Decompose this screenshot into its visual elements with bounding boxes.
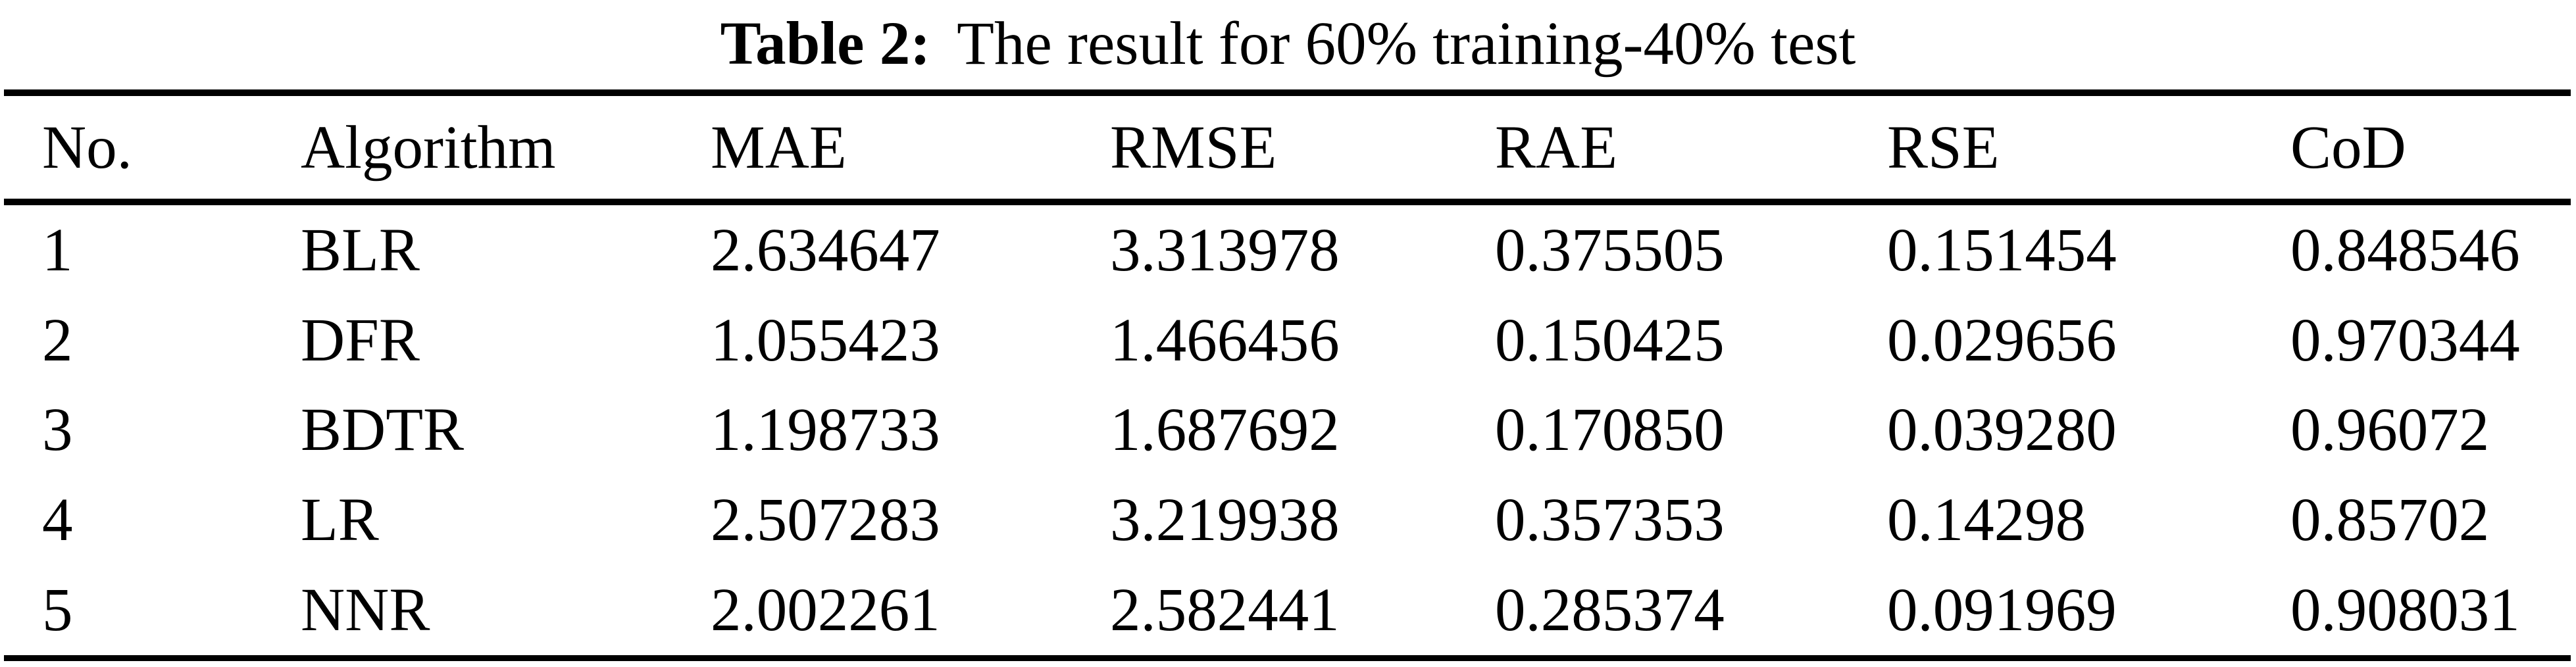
column-header-cod: CoD (2290, 113, 2406, 182)
cell-cod: 0.96072 (2290, 396, 2490, 464)
cell-no: 2 (42, 306, 73, 374)
cell-no: 4 (42, 486, 73, 555)
cell-rse: 0.14298 (1887, 486, 2086, 555)
cell-mae: 2.634647 (711, 216, 940, 284)
table-header-rule (4, 199, 2571, 205)
cell-rse: 0.091969 (1887, 576, 2117, 645)
cell-algorithm: DFR (301, 306, 420, 374)
cell-rae: 0.375505 (1495, 216, 1725, 284)
cell-cod: 0.85702 (2290, 486, 2490, 555)
column-header-mae: MAE (711, 113, 847, 182)
column-header-rmse: RMSE (1110, 113, 1277, 182)
cell-rae: 0.285374 (1495, 576, 1725, 645)
cell-rae: 0.357353 (1495, 486, 1725, 555)
cell-no: 3 (42, 396, 73, 464)
cell-no: 1 (42, 216, 73, 284)
cell-rse: 0.039280 (1887, 396, 2117, 464)
cell-rae: 0.150425 (1495, 306, 1725, 374)
column-header-rse: RSE (1887, 113, 2000, 182)
table-caption: Table 2: The result for 60% training-40%… (0, 0, 2576, 87)
cell-rmse: 3.219938 (1110, 486, 1340, 555)
cell-mae: 1.198733 (711, 396, 940, 464)
table-row: 5 NNR 2.002261 2.582441 0.285374 0.09196… (0, 565, 2576, 655)
table-bottom-rule (4, 655, 2571, 661)
cell-mae: 2.002261 (711, 576, 940, 645)
cell-cod: 0.848546 (2290, 216, 2520, 284)
table-row: 1 BLR 2.634647 3.313978 0.375505 0.15145… (0, 205, 2576, 295)
cell-algorithm: BLR (301, 216, 420, 284)
cell-no: 5 (42, 576, 73, 645)
cell-rae: 0.170850 (1495, 396, 1725, 464)
column-header-algorithm: Algorithm (301, 113, 556, 182)
cell-rmse: 2.582441 (1110, 576, 1340, 645)
table-caption-text: The result for 60% training-40% test (957, 9, 1856, 78)
cell-cod: 0.970344 (2290, 306, 2520, 374)
column-header-rae: RAE (1495, 113, 1617, 182)
table-row: 3 BDTR 1.198733 1.687692 0.170850 0.0392… (0, 385, 2576, 476)
cell-mae: 1.055423 (711, 306, 940, 374)
cell-rse: 0.029656 (1887, 306, 2117, 374)
table-body: 1 BLR 2.634647 3.313978 0.375505 0.15145… (0, 205, 2576, 655)
cell-rse: 0.151454 (1887, 216, 2117, 284)
table-caption-label: Table 2: (720, 9, 931, 78)
table-top-rule (4, 89, 2571, 96)
table-row: 2 DFR 1.055423 1.466456 0.150425 0.02965… (0, 295, 2576, 385)
table-header-row: No. Algorithm MAE RMSE RAE RSE CoD (0, 96, 2576, 199)
cell-mae: 2.507283 (711, 486, 940, 555)
cell-rmse: 1.466456 (1110, 306, 1340, 374)
cell-algorithm: BDTR (301, 396, 465, 464)
cell-algorithm: LR (301, 486, 379, 555)
cell-rmse: 3.313978 (1110, 216, 1340, 284)
cell-cod: 0.908031 (2290, 576, 2520, 645)
cell-algorithm: NNR (301, 576, 430, 645)
cell-rmse: 1.687692 (1110, 396, 1340, 464)
column-header-no: No. (42, 113, 132, 182)
table-row: 4 LR 2.507283 3.219938 0.357353 0.14298 … (0, 475, 2576, 565)
